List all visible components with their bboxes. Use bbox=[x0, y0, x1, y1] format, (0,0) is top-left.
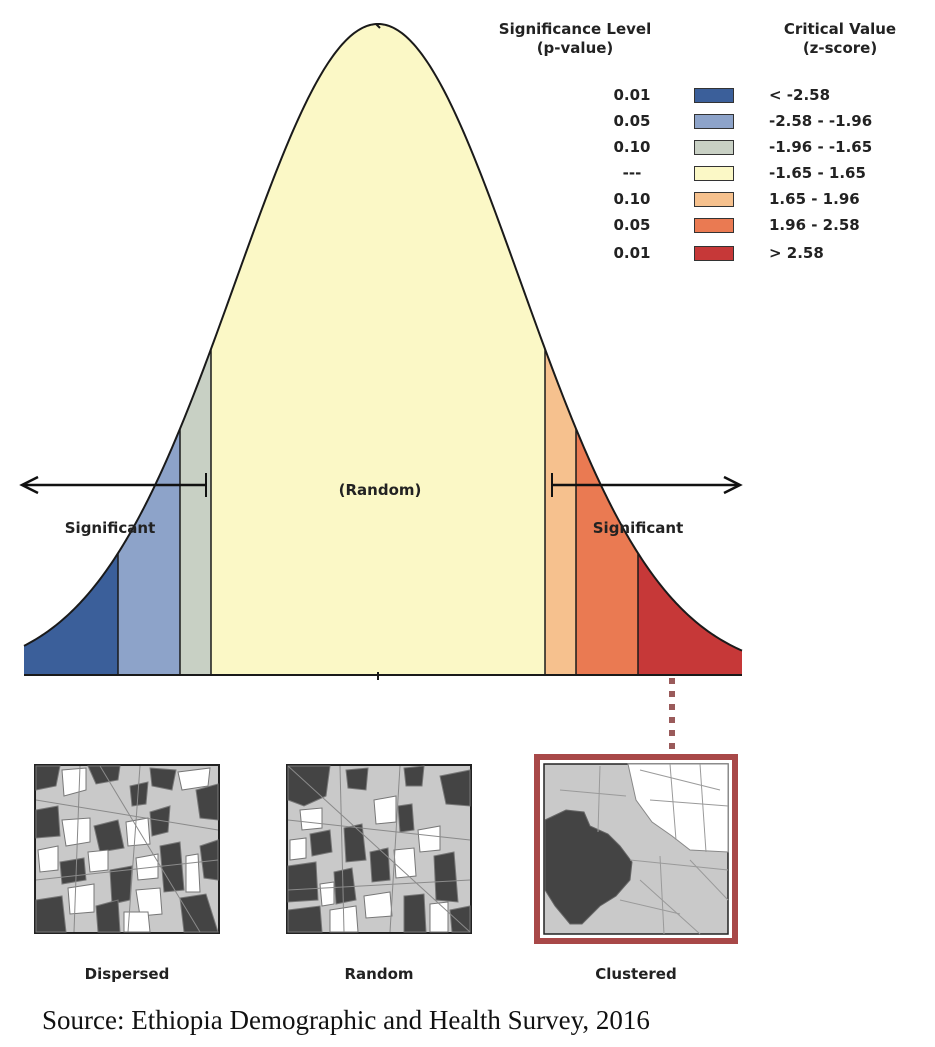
legend-row: --- -1.65 - 1.65 bbox=[600, 164, 920, 190]
legend-p-value: 0.01 bbox=[613, 86, 651, 104]
clustered-label: Clustered bbox=[595, 965, 677, 983]
legend-row: 0.05 -2.58 - -1.96 bbox=[600, 112, 920, 138]
curve-band bbox=[24, 24, 118, 675]
legend-row: 0.05 1.96 - 2.58 bbox=[600, 216, 920, 242]
curve-peak-mark bbox=[375, 23, 381, 29]
significance-header-line1: Significance Level bbox=[498, 20, 652, 38]
legend-swatch bbox=[694, 218, 734, 233]
legend-swatch bbox=[694, 246, 734, 261]
legend-swatch bbox=[694, 192, 734, 207]
random-map-label: Random bbox=[344, 965, 414, 983]
legend-p-value: 0.10 bbox=[613, 190, 651, 208]
band-dividers bbox=[117, 348, 639, 675]
normal-curve bbox=[23, 22, 743, 652]
left-significant-label: Significant bbox=[64, 519, 156, 537]
dispersed-map bbox=[34, 764, 220, 934]
legend-row: 0.01 > 2.58 bbox=[600, 244, 920, 270]
critical-header-line1: Critical Value bbox=[783, 20, 897, 38]
clustered-map bbox=[534, 754, 738, 944]
legend-p-value: --- bbox=[622, 164, 642, 182]
legend-z-range: -1.96 - -1.65 bbox=[769, 138, 873, 156]
legend-p-value: 0.10 bbox=[613, 138, 651, 156]
source-caption: Source: Ethiopia Demographic and Health … bbox=[42, 1005, 650, 1035]
significance-header-line2: (p-value) bbox=[536, 39, 614, 57]
critical-header-line2: (z-score) bbox=[802, 39, 878, 57]
legend-p-value: 0.05 bbox=[613, 112, 651, 130]
legend-z-range: 1.96 - 2.58 bbox=[769, 216, 860, 234]
right-significant-label: Significant bbox=[592, 519, 684, 537]
legend-swatch bbox=[694, 114, 734, 129]
legend-z-range: < -2.58 bbox=[769, 86, 831, 104]
legend-row: 0.10 -1.96 - -1.65 bbox=[600, 138, 920, 164]
legend-row: 0.01 < -2.58 bbox=[600, 86, 920, 112]
legend-p-value: 0.01 bbox=[613, 244, 651, 262]
significance-header: Significance Level (p-value) bbox=[472, 20, 678, 58]
random-center-label: (Random) bbox=[338, 481, 422, 499]
legend-swatch bbox=[694, 88, 734, 103]
legend-p-value: 0.05 bbox=[613, 216, 651, 234]
legend-z-range: -1.65 - 1.65 bbox=[769, 164, 866, 182]
legend-swatch bbox=[694, 166, 734, 181]
curve-band bbox=[180, 24, 211, 675]
curve-band bbox=[118, 24, 180, 675]
random-map bbox=[286, 764, 472, 934]
legend-swatch bbox=[694, 140, 734, 155]
legend-z-range: -2.58 - -1.96 bbox=[769, 112, 873, 130]
right-arrow bbox=[551, 473, 743, 497]
legend-z-range: > 2.58 bbox=[769, 244, 824, 262]
left-arrow bbox=[19, 473, 207, 497]
critical-header: Critical Value (z-score) bbox=[760, 20, 920, 58]
curve-band bbox=[211, 24, 545, 675]
legend-row: 0.10 1.65 - 1.96 bbox=[600, 190, 920, 216]
dispersed-label: Dispersed bbox=[84, 965, 170, 983]
legend-z-range: 1.65 - 1.96 bbox=[769, 190, 860, 208]
curve-band bbox=[545, 24, 576, 675]
